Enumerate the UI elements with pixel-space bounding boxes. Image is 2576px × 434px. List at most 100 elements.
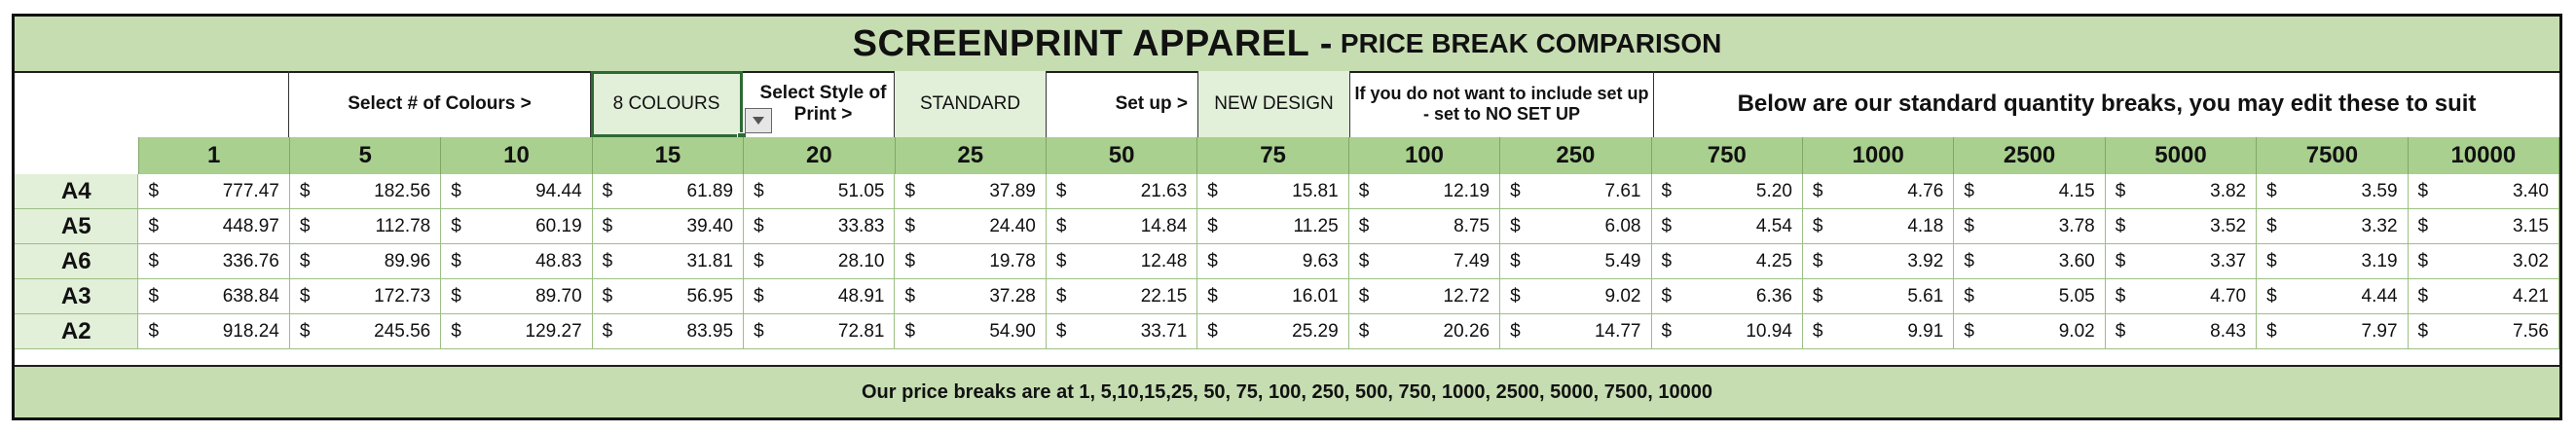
price-cell[interactable]: $777.47	[138, 174, 290, 208]
quantity-header[interactable]: 750	[1651, 137, 1803, 174]
price-cell[interactable]: $14.77	[1500, 314, 1652, 348]
price-cell[interactable]: $3.32	[2257, 209, 2409, 243]
price-cell[interactable]: $7.97	[2257, 314, 2409, 348]
price-cell[interactable]: $638.84	[138, 279, 290, 313]
price-cell[interactable]: $51.05	[744, 174, 896, 208]
price-cell[interactable]: $14.84	[1046, 209, 1198, 243]
price-cell[interactable]: $28.10	[744, 244, 896, 278]
price-cell[interactable]: $3.60	[1954, 244, 2106, 278]
price-cell[interactable]: $72.81	[744, 314, 896, 348]
row-label[interactable]: A5	[15, 209, 139, 243]
price-cell[interactable]: $4.25	[1651, 244, 1803, 278]
price-cell[interactable]: $11.25	[1197, 209, 1349, 243]
price-cell[interactable]: $336.76	[138, 244, 290, 278]
quantity-header[interactable]: 250	[1500, 137, 1652, 174]
price-cell[interactable]: $48.91	[744, 279, 896, 313]
price-cell[interactable]: $10.94	[1651, 314, 1803, 348]
price-cell[interactable]: $5.05	[1954, 279, 2106, 313]
price-cell[interactable]: $4.18	[1802, 209, 1955, 243]
quantity-header[interactable]: 25	[895, 137, 1047, 174]
price-cell[interactable]: $3.59	[2257, 174, 2409, 208]
blank-cell[interactable]	[15, 71, 289, 137]
price-cell[interactable]: $33.71	[1046, 314, 1198, 348]
price-cell[interactable]: $89.96	[289, 244, 442, 278]
quantity-header[interactable]: 100	[1348, 137, 1501, 174]
row-label[interactable]: A4	[15, 174, 139, 208]
price-cell[interactable]: $60.19	[441, 209, 593, 243]
price-cell[interactable]: $6.08	[1500, 209, 1652, 243]
price-cell[interactable]: $3.92	[1802, 244, 1955, 278]
quantity-header[interactable]: 15	[592, 137, 745, 174]
row-label[interactable]: A2	[15, 314, 139, 348]
row-label[interactable]: A3	[15, 279, 139, 313]
price-cell[interactable]: $89.70	[441, 279, 593, 313]
price-cell[interactable]: $83.95	[592, 314, 745, 348]
price-cell[interactable]: $56.95	[592, 279, 745, 313]
quantity-header[interactable]: 2500	[1954, 137, 2106, 174]
price-cell[interactable]: $8.43	[2105, 314, 2258, 348]
price-cell[interactable]: $25.29	[1197, 314, 1349, 348]
quantity-header[interactable]: 1000	[1802, 137, 1955, 174]
price-cell[interactable]: $21.63	[1046, 174, 1198, 208]
price-cell[interactable]: $5.20	[1651, 174, 1803, 208]
price-cell[interactable]: $245.56	[289, 314, 442, 348]
price-cell[interactable]: $3.19	[2257, 244, 2409, 278]
row-label[interactable]: A6	[15, 244, 139, 278]
price-cell[interactable]: $61.89	[592, 174, 745, 208]
price-cell[interactable]: $7.49	[1348, 244, 1501, 278]
price-cell[interactable]: $9.63	[1197, 244, 1349, 278]
price-cell[interactable]: $3.82	[2105, 174, 2258, 208]
price-cell[interactable]: $112.78	[289, 209, 442, 243]
price-cell[interactable]: $48.83	[441, 244, 593, 278]
price-cell[interactable]: $4.21	[2408, 279, 2559, 313]
price-cell[interactable]: $3.15	[2408, 209, 2559, 243]
price-cell[interactable]: $24.40	[895, 209, 1047, 243]
price-cell[interactable]: $7.61	[1500, 174, 1652, 208]
price-cell[interactable]: $9.02	[1954, 314, 2106, 348]
price-cell[interactable]: $182.56	[289, 174, 442, 208]
price-cell[interactable]: $54.90	[895, 314, 1047, 348]
style-select[interactable]: STANDARD	[895, 71, 1047, 137]
quantity-header[interactable]: 50	[1046, 137, 1198, 174]
price-cell[interactable]: $9.02	[1500, 279, 1652, 313]
price-cell[interactable]: $6.36	[1651, 279, 1803, 313]
price-cell[interactable]: $3.52	[2105, 209, 2258, 243]
quantity-header[interactable]: 7500	[2257, 137, 2409, 174]
price-cell[interactable]: $172.73	[289, 279, 442, 313]
price-cell[interactable]: $37.89	[895, 174, 1047, 208]
quantity-header[interactable]: 5	[289, 137, 442, 174]
price-cell[interactable]: $12.19	[1348, 174, 1501, 208]
price-cell[interactable]: $22.15	[1046, 279, 1198, 313]
price-cell[interactable]: $4.76	[1802, 174, 1955, 208]
price-cell[interactable]: $3.02	[2408, 244, 2559, 278]
price-cell[interactable]: $12.48	[1046, 244, 1198, 278]
quantity-header[interactable]: 5000	[2105, 137, 2258, 174]
price-cell[interactable]: $8.75	[1348, 209, 1501, 243]
price-cell[interactable]: $37.28	[895, 279, 1047, 313]
quantity-header[interactable]: 1	[138, 137, 290, 174]
setup-select[interactable]: NEW DESIGN	[1198, 71, 1350, 137]
quantity-header[interactable]: 75	[1197, 137, 1349, 174]
price-cell[interactable]: $7.56	[2408, 314, 2559, 348]
price-cell[interactable]: $94.44	[441, 174, 593, 208]
price-cell[interactable]: $3.78	[1954, 209, 2106, 243]
price-cell[interactable]: $448.97	[138, 209, 290, 243]
price-cell[interactable]: $20.26	[1348, 314, 1501, 348]
price-cell[interactable]: $4.44	[2257, 279, 2409, 313]
price-cell[interactable]: $39.40	[592, 209, 745, 243]
quantity-header[interactable]: 20	[744, 137, 896, 174]
quantity-header[interactable]: 10000	[2408, 137, 2560, 174]
price-cell[interactable]: $15.81	[1197, 174, 1349, 208]
price-cell[interactable]: $4.70	[2105, 279, 2258, 313]
price-cell[interactable]: $3.37	[2105, 244, 2258, 278]
price-cell[interactable]: $5.61	[1802, 279, 1955, 313]
price-cell[interactable]: $3.40	[2408, 174, 2559, 208]
price-cell[interactable]: $129.27	[441, 314, 593, 348]
price-cell[interactable]: $9.91	[1802, 314, 1955, 348]
price-cell[interactable]: $33.83	[744, 209, 896, 243]
price-cell[interactable]: $16.01	[1197, 279, 1349, 313]
price-cell[interactable]: $918.24	[138, 314, 290, 348]
price-cell[interactable]: $5.49	[1500, 244, 1652, 278]
price-cell[interactable]: $12.72	[1348, 279, 1501, 313]
price-cell[interactable]: $4.15	[1954, 174, 2106, 208]
